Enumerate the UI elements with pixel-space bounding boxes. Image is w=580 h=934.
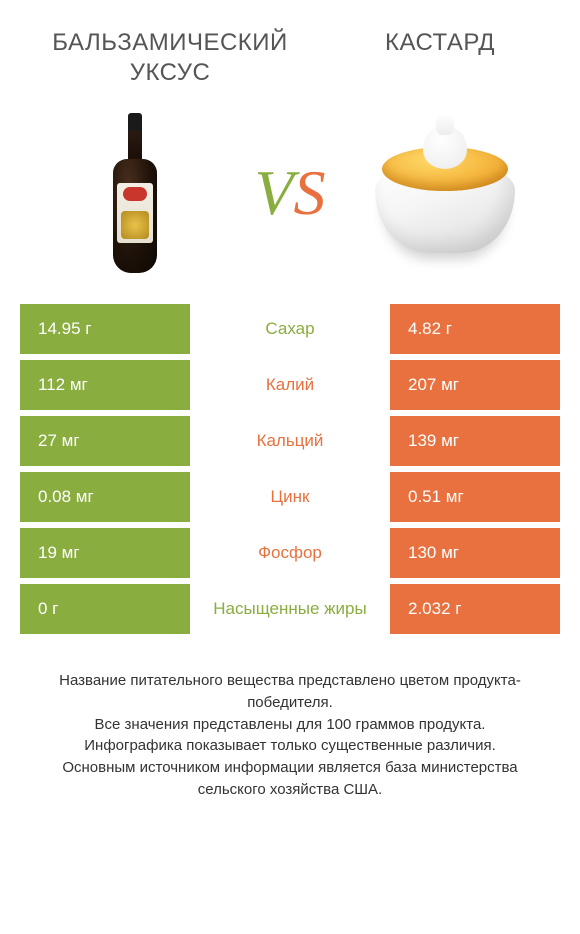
table-row: 14.95 гСахар4.82 г — [20, 304, 560, 354]
vs-label: VS — [254, 156, 325, 230]
cell-left-value: 19 мг — [20, 528, 190, 578]
cell-right-value: 139 мг — [390, 416, 560, 466]
product-title-left: БАЛЬЗАМИЧЕСКИЙ УКСУС — [40, 28, 300, 88]
cell-right-value: 4.82 г — [390, 304, 560, 354]
cell-left-value: 112 мг — [20, 360, 190, 410]
footnote-line: Инфографика показывает только существенн… — [30, 735, 550, 757]
header: БАЛЬЗАМИЧЕСКИЙ УКСУС КАСТАРД — [0, 0, 580, 98]
table-row: 27 мгКальций139 мг — [20, 416, 560, 466]
cell-left-value: 27 мг — [20, 416, 190, 466]
cell-nutrient-label: Калий — [190, 360, 390, 410]
product-image-right — [365, 108, 525, 278]
cell-right-value: 207 мг — [390, 360, 560, 410]
vs-v: V — [254, 157, 293, 228]
cell-nutrient-label: Цинк — [190, 472, 390, 522]
cell-left-value: 0 г — [20, 584, 190, 634]
footnote-line: Название питательного вещества представл… — [30, 670, 550, 714]
custard-illustration — [370, 123, 520, 263]
footnote: Название питательного вещества представл… — [0, 640, 580, 801]
bottle-illustration — [112, 113, 158, 273]
table-row: 19 мгФосфор130 мг — [20, 528, 560, 578]
comparison-table: 14.95 гСахар4.82 г 112 мгКалий207 мг 27 мг… — [0, 298, 580, 634]
images-row: VS — [0, 98, 580, 298]
footnote-line: Основным источником информации является … — [30, 757, 550, 801]
cell-left-value: 0.08 мг — [20, 472, 190, 522]
cell-right-value: 2.032 г — [390, 584, 560, 634]
cell-right-value: 130 мг — [390, 528, 560, 578]
cell-left-value: 14.95 г — [20, 304, 190, 354]
vs-s: S — [294, 157, 326, 228]
cell-nutrient-label: Кальций — [190, 416, 390, 466]
table-row: 112 мгКалий207 мг — [20, 360, 560, 410]
table-row: 0.08 мгЦинк0.51 мг — [20, 472, 560, 522]
product-title-right: КАСТАРД — [340, 28, 540, 58]
table-row: 0 гНасыщенные жиры2.032 г — [20, 584, 560, 634]
cell-nutrient-label: Фосфор — [190, 528, 390, 578]
product-image-left — [55, 108, 215, 278]
cell-nutrient-label: Насыщенные жиры — [190, 584, 390, 634]
cell-nutrient-label: Сахар — [190, 304, 390, 354]
footnote-line: Все значения представлены для 100 граммо… — [30, 714, 550, 736]
cell-right-value: 0.51 мг — [390, 472, 560, 522]
